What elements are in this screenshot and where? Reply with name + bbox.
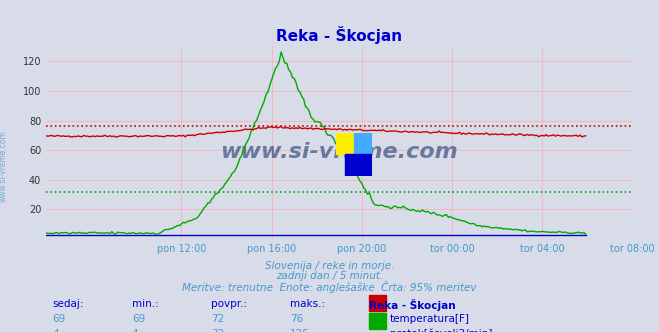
Bar: [355, 133, 372, 154]
Text: maks.:: maks.:: [290, 299, 325, 309]
Text: Reka - Škocjan: Reka - Škocjan: [369, 299, 455, 311]
Text: 69: 69: [132, 314, 145, 324]
Text: www.si-vreme.com: www.si-vreme.com: [221, 142, 458, 162]
Text: 76: 76: [290, 314, 303, 324]
Title: Reka - Škocjan: Reka - Škocjan: [276, 26, 403, 44]
Text: povpr.:: povpr.:: [211, 299, 247, 309]
Text: 125: 125: [290, 329, 310, 332]
Text: 32: 32: [211, 329, 224, 332]
Text: pretok[čevelj3/min]: pretok[čevelj3/min]: [390, 329, 493, 332]
Bar: [369, 295, 386, 311]
Text: 4: 4: [132, 329, 138, 332]
Text: min.:: min.:: [132, 299, 159, 309]
Text: www.si-vreme.com: www.si-vreme.com: [0, 130, 8, 202]
Text: 72: 72: [211, 314, 224, 324]
Bar: [336, 133, 355, 154]
Bar: [369, 313, 386, 329]
Text: Meritve: trenutne  Enote: anglešaške  Črta: 95% meritev: Meritve: trenutne Enote: anglešaške Črta…: [183, 281, 476, 292]
Text: 69: 69: [53, 314, 66, 324]
Text: temperatura[F]: temperatura[F]: [390, 314, 470, 324]
Text: 4: 4: [53, 329, 59, 332]
Text: zadnji dan / 5 minut.: zadnji dan / 5 minut.: [276, 271, 383, 281]
Text: Slovenija / reke in morje.: Slovenija / reke in morje.: [265, 261, 394, 271]
Text: sedaj:: sedaj:: [53, 299, 84, 309]
Bar: [345, 154, 372, 176]
